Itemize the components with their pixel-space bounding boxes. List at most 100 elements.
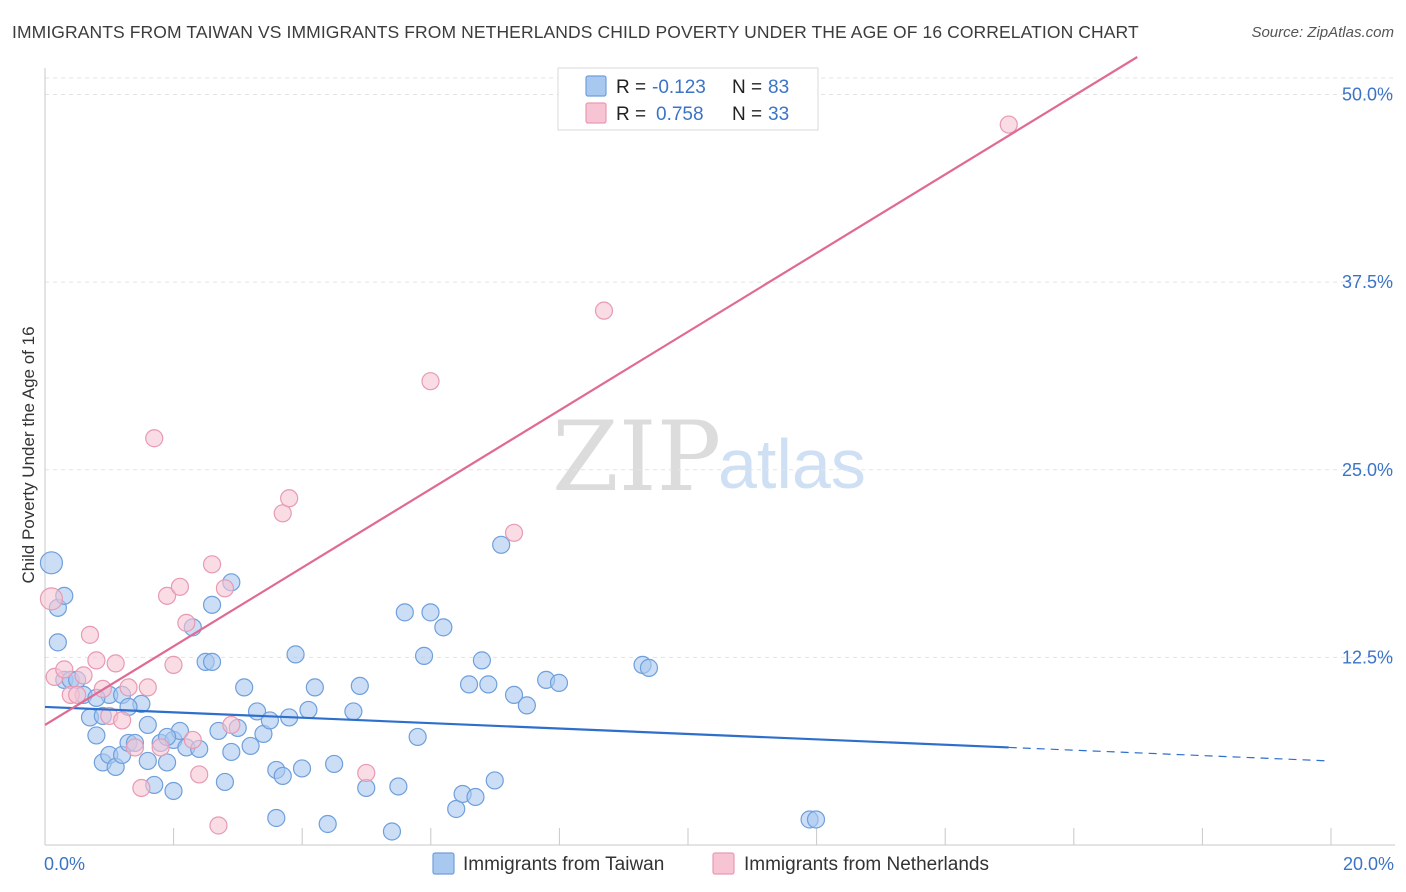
data-point	[639, 658, 659, 677]
data-point	[466, 787, 485, 807]
y-tick-label: 50.0%	[1342, 85, 1393, 105]
gridlines	[45, 77, 1395, 658]
data-point	[286, 645, 305, 664]
legend-r-label-netherlands: R =	[616, 104, 646, 125]
data-point	[485, 771, 504, 790]
data-point	[305, 678, 324, 697]
data-point	[260, 711, 279, 730]
data-point	[267, 808, 286, 828]
series-taiwan-points	[39, 535, 826, 841]
data-point	[344, 702, 363, 721]
watermark: ZIP atlas	[552, 401, 866, 513]
data-point	[325, 754, 344, 774]
data-point	[157, 753, 177, 772]
y-tick-label: 37.5%	[1342, 272, 1393, 292]
data-point	[222, 742, 241, 762]
data-point	[806, 810, 826, 829]
data-point	[138, 678, 157, 697]
trendlines	[44, 56, 1331, 762]
legend-n-label-taiwan: N =	[732, 77, 762, 98]
chart-title: IMMIGRANTS FROM TAIWAN VS IMMIGRANTS FRO…	[12, 22, 1139, 42]
data-point	[138, 715, 157, 735]
y-axis-label: Child Poverty Under the Age of 16	[19, 326, 38, 583]
data-point	[106, 654, 125, 673]
data-point	[395, 603, 414, 622]
watermark-zip: ZIP	[552, 401, 721, 513]
data-point	[517, 696, 536, 715]
data-point	[594, 301, 614, 320]
data-point	[215, 772, 234, 792]
data-point	[190, 765, 209, 784]
data-point	[132, 778, 151, 798]
data-point	[350, 676, 369, 695]
data-point	[459, 675, 479, 694]
data-point	[492, 535, 511, 554]
legend-n-label-netherlands: N =	[732, 104, 762, 125]
data-point	[209, 816, 228, 835]
legend-r-label-taiwan: R =	[616, 77, 646, 98]
data-point	[414, 646, 434, 665]
data-point	[273, 766, 292, 786]
data-point	[202, 555, 222, 574]
data-point	[389, 777, 408, 796]
legend-swatch-taiwan	[585, 75, 607, 97]
axes	[44, 68, 1395, 846]
bottom-legend-label-netherlands: Immigrants from Netherlands	[744, 854, 989, 875]
legend-n-value-taiwan: 83	[768, 77, 789, 98]
legend-n-value-netherlands: 33	[768, 104, 789, 125]
data-point	[504, 523, 524, 542]
data-point	[504, 685, 524, 705]
source-credit: Source: ZipAtlas.com	[1251, 24, 1394, 41]
data-point	[421, 372, 440, 391]
legend-swatch-netherlands	[585, 102, 607, 124]
data-point	[39, 587, 64, 611]
data-point	[202, 652, 222, 671]
legend-r-value-netherlands: 0.758	[656, 104, 704, 125]
data-point	[170, 577, 190, 596]
data-point	[215, 579, 234, 598]
trendline-netherlands	[44, 56, 1138, 726]
bottom-legend-swatch-netherlands	[712, 852, 735, 875]
data-point	[357, 763, 376, 783]
data-point	[434, 618, 453, 637]
watermark-atlas: atlas	[718, 425, 866, 503]
data-point	[164, 781, 183, 801]
data-point	[549, 673, 569, 692]
data-point	[202, 595, 222, 614]
series-legend: Immigrants from Taiwan Immigrants from N…	[432, 852, 989, 875]
data-point	[235, 678, 254, 697]
data-point	[408, 727, 427, 747]
data-point	[447, 799, 466, 819]
data-point	[68, 685, 87, 705]
data-point	[382, 822, 402, 841]
data-point	[87, 726, 106, 745]
data-point	[151, 738, 170, 757]
data-point	[125, 738, 145, 757]
x-ticks	[44, 828, 1332, 845]
data-point	[48, 633, 67, 652]
bottom-legend-label-taiwan: Immigrants from Taiwan	[463, 854, 664, 875]
data-point	[145, 429, 164, 448]
data-point	[299, 700, 318, 720]
data-point	[157, 586, 177, 605]
x-tick-label-max: 20.0%	[1343, 854, 1394, 874]
data-point	[87, 651, 106, 670]
data-point	[80, 625, 100, 644]
data-point	[55, 660, 74, 679]
series-netherlands-points	[39, 115, 1018, 835]
data-point	[999, 115, 1018, 134]
data-point	[39, 551, 64, 575]
data-point	[164, 655, 183, 674]
data-point	[138, 751, 157, 771]
trendline-taiwan-extension	[1008, 746, 1331, 762]
data-point	[472, 651, 491, 670]
data-point	[421, 603, 440, 622]
y-tick-label: 25.0%	[1342, 460, 1393, 480]
data-point	[74, 666, 93, 685]
data-point	[292, 759, 312, 778]
legend-r-value-taiwan: -0.123	[652, 77, 706, 98]
y-tick-label: 12.5%	[1342, 647, 1393, 667]
data-point	[318, 814, 337, 834]
bottom-legend-swatch-taiwan	[432, 852, 455, 875]
stats-legend: R = -0.123 N = 83 R = 0.758 N = 33	[557, 67, 819, 131]
